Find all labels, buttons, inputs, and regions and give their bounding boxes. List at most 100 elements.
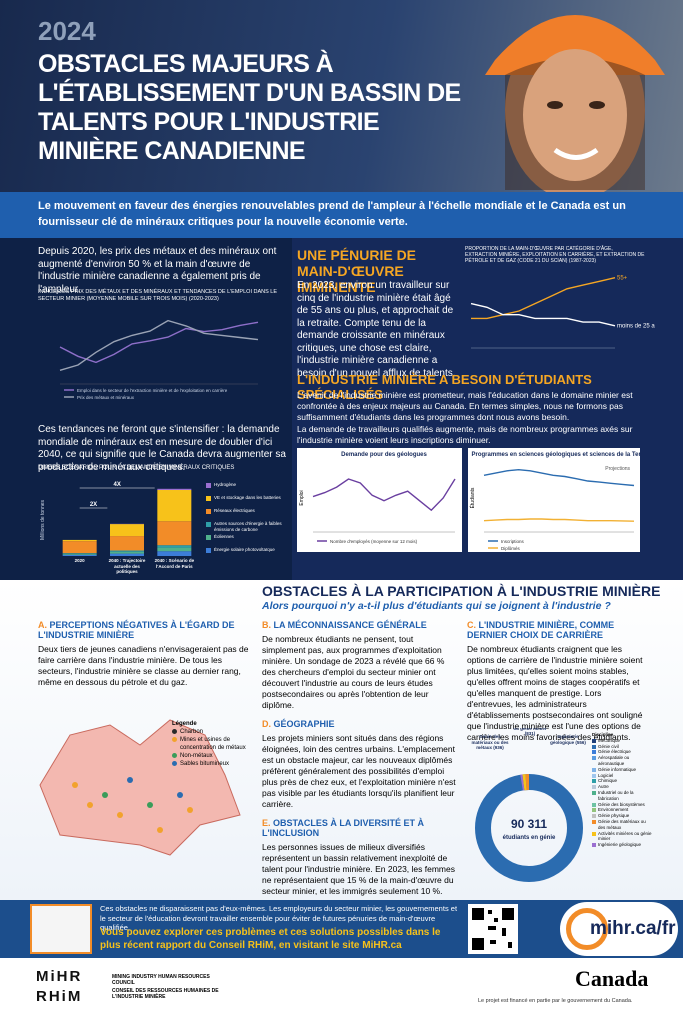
- legend-label: Autres sources d'énergie à faibles émiss…: [214, 521, 282, 532]
- letter: C.: [467, 620, 476, 630]
- legend-box: Énergie solaire photovoltaïque: [214, 547, 275, 552]
- slice-label-box: Ingénierie géologique (556): [550, 734, 586, 745]
- series-line: [59, 321, 259, 364]
- age-chart: 55+ moins de 25 ans: [470, 275, 655, 349]
- bar-segment: [157, 551, 192, 556]
- legend-label: Ingénierie géologique: [598, 842, 642, 848]
- legend-swatch: [206, 548, 211, 553]
- legend-item: Chimique: [592, 778, 652, 784]
- section-subtitle: Alors pourquoi n'y a-t-il plus d'étudian…: [262, 600, 611, 612]
- qr-code[interactable]: [468, 904, 518, 954]
- x-tick-label-box: 2040 : Scénario de l'Accord de Paris: [154, 558, 195, 569]
- bar-segment: [110, 536, 144, 551]
- legend-label: Génie des biosystèmes: [598, 801, 645, 807]
- legend-item: Génie civil: [592, 744, 652, 750]
- legend-label: Aérospatiale ou aéronautique: [598, 755, 630, 766]
- donut-total: 90 311: [511, 817, 547, 831]
- legend-label: Génie informatique: [598, 766, 637, 772]
- bar-segment: [110, 524, 144, 537]
- x-tick-label: 2040 : Trajectoire actuelle des politiqu…: [108, 558, 146, 574]
- shortage-text: En 2023, environ un travailleur sur cinq…: [297, 280, 456, 379]
- slice-label-box: Activités minières ou génie minier (831): [513, 728, 547, 736]
- legend-label: Prix des métaux et minéraux: [77, 395, 135, 400]
- legend-label: Emploi dans le secteur de l'extraction m…: [77, 388, 228, 393]
- legend-item: Activités minières ou génie minier: [592, 831, 652, 843]
- letter: D.: [262, 719, 271, 729]
- donut-caption: étudiants en génie: [503, 835, 556, 841]
- legend-item: Mines et usines de concentration de méta…: [172, 736, 252, 752]
- section-title: L'INDUSTRIE MINIÈRE A BESOIN D'ÉTUDIANTS…: [297, 372, 592, 402]
- legend-item: Non-métaux: [172, 752, 252, 760]
- legend-label: Énergie solaire photovoltaïque: [214, 547, 275, 552]
- legend-label: Génie électrique: [598, 749, 631, 755]
- legend-label: Hydrogène: [214, 482, 237, 487]
- intro: Le mouvement en faveur des énergies reno…: [0, 192, 683, 238]
- legend-title: Discipline: [592, 732, 614, 737]
- bar-segment: [157, 521, 192, 546]
- slice-label: Activités minières ou génie minier (831): [513, 728, 547, 736]
- report-cover: [30, 904, 92, 954]
- heading: L'INDUSTRIE MINIÈRE, COMME DERNIER CHOIX…: [467, 620, 615, 640]
- legend-swatch: [592, 750, 596, 755]
- legend-item: Environnement: [592, 807, 652, 813]
- legend-swatch: [172, 753, 177, 758]
- council-en: MINING INDUSTRY HUMAN RESOURCES COUNCIL: [112, 974, 210, 986]
- text: Les personnes issues de milieux diversif…: [262, 842, 455, 896]
- legend-title: Légende: [172, 721, 197, 727]
- series-line: [483, 468, 635, 487]
- url[interactable]: mihr.ca/fr: [590, 918, 676, 939]
- chart-title: DIVERS SCÉNARIOS POUR LA DEMANDE EN MINÉ…: [38, 465, 235, 471]
- series-line: [483, 518, 635, 522]
- legend-label: Charbon: [180, 729, 204, 735]
- legend-box: Éoliennes: [214, 534, 234, 539]
- legend-item: Logiciel: [592, 773, 652, 779]
- legend-label: Sables bitumineux: [180, 761, 230, 767]
- bar-segment: [157, 545, 192, 548]
- program-chart: Programmes en sciences géologiques et sc…: [468, 448, 640, 552]
- chart-title: INDICE DES PRIX DES MÉTAUX ET DES MINÉRA…: [38, 289, 278, 302]
- text: Les projets miniers sont situés dans des…: [262, 733, 456, 809]
- legend-item: Aérospatiale ou aéronautique: [592, 755, 652, 767]
- legend-label: Mécanique: [598, 737, 621, 743]
- section-title: OBSTACLES À LA PARTICIPATION À L'INDUSTR…: [262, 583, 661, 599]
- chart-title: PROPORTION DE LA MAIN-D'ŒUVRE PAR CATÉGO…: [465, 246, 645, 264]
- funding-note: Le projet est financé en partie par le g…: [478, 998, 633, 1004]
- legend-swatch: [592, 831, 596, 836]
- slice-label: Ingénierie géologique (556): [550, 734, 586, 745]
- legend-label: Activités minières ou génie minier: [598, 830, 652, 842]
- legend-label: Éoliennes: [214, 534, 234, 539]
- text: De nombreux étudiants ne pensent, tout s…: [262, 634, 445, 710]
- column-a: A. PERCEPTIONS NÉGATIVES À L'ÉGARD DE L'…: [38, 620, 253, 688]
- column-c: C. L'INDUSTRIE MINIÈRE, COMME DERNIER CH…: [467, 620, 647, 743]
- legend-swatch: [592, 785, 596, 790]
- bar-segment: [157, 490, 192, 522]
- legend-item: Charbon: [172, 728, 252, 736]
- obstacle-heading: C. L'INDUSTRIE MINIÈRE, COMME DERNIER CH…: [467, 620, 647, 640]
- legend-swatch: [592, 756, 596, 761]
- x-tick-label: 2020: [74, 558, 85, 563]
- legend-list: Charbon Mines et usines de concentration …: [172, 728, 252, 768]
- series-line: [470, 302, 616, 327]
- obstacle-heading: A. PERCEPTIONS NÉGATIVES À L'ÉGARD DE L'…: [38, 620, 253, 640]
- bar-segment: [157, 547, 192, 552]
- letter: A.: [38, 620, 47, 630]
- letter: B.: [262, 620, 271, 630]
- legend-item: Génie physique: [592, 813, 652, 819]
- legend-label: Réseaux électriques: [214, 508, 255, 513]
- legend-label: Diplômés: [501, 546, 521, 551]
- legend-item: Sables bitumineux: [172, 760, 252, 768]
- bar-segment: [62, 554, 97, 556]
- x-tick-label: 2040 : Scénario de l'Accord de Paris: [154, 558, 195, 569]
- legend-swatch: [592, 773, 596, 778]
- cta-text: Ces obstacles ne disparaissent pas d'eux…: [100, 904, 458, 932]
- map: [39, 719, 241, 856]
- legend-item: Industriel ou de la fabrication: [592, 790, 652, 802]
- legend-label: Inscriptions: [501, 539, 525, 544]
- legend-swatch: [206, 522, 211, 527]
- legend-swatch: [592, 790, 596, 795]
- y-axis-label: Millions de tonnes: [40, 499, 46, 540]
- letter: E.: [262, 818, 271, 828]
- legend-list: Mécanique Génie civil Génie électrique Aéro…: [592, 738, 652, 848]
- title: OBSTACLES MAJEURS À L'ÉTABLISSEMENT D'UN…: [38, 50, 461, 165]
- legend-box: Hydrogène: [214, 482, 237, 487]
